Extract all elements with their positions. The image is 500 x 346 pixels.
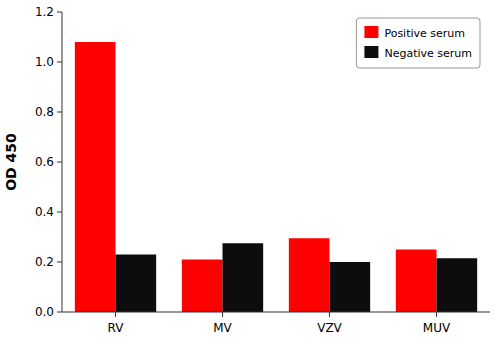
bar — [437, 258, 478, 312]
legend-swatch — [364, 46, 378, 58]
x-axis: RV MV VZV MUV — [108, 312, 451, 335]
chart-container: 0.0 0.2 0.4 0.6 0.8 1.0 1.2 OD 450 RV MV VZV MUV Pos… — [0, 0, 500, 346]
bar — [182, 260, 223, 313]
y-tick — [57, 12, 62, 13]
legend-label: Negative serum — [384, 47, 472, 60]
y-tick — [57, 262, 62, 263]
legend-swatch — [364, 26, 378, 38]
y-tick — [57, 162, 62, 163]
y-tick — [57, 62, 62, 63]
bars — [75, 42, 477, 312]
x-tick-label: MV — [213, 321, 232, 335]
y-tick-label: 0.2 — [35, 255, 54, 269]
x-tick-label: VZV — [317, 321, 342, 335]
legend-box — [356, 18, 480, 68]
x-tick — [329, 312, 330, 317]
chart: 0.0 0.2 0.4 0.6 0.8 1.0 1.2 OD 450 RV MV VZV MUV Pos… — [0, 0, 500, 346]
bar — [289, 238, 330, 312]
legend-label: Positive serum — [384, 27, 465, 40]
x-tick — [222, 312, 223, 317]
legend: Positive serum Negative serum — [356, 18, 480, 68]
bar — [330, 262, 371, 312]
y-axis-label: OD 450 — [3, 133, 19, 191]
bar — [396, 250, 437, 313]
bar — [116, 255, 157, 313]
y-axis: 0.0 0.2 0.4 0.6 0.8 1.0 1.2 — [35, 5, 62, 319]
y-tick-label: 0.8 — [35, 105, 54, 119]
y-tick-label: 0.0 — [35, 305, 54, 319]
y-tick-label: 0.6 — [35, 155, 54, 169]
x-tick-label: MUV — [423, 321, 451, 335]
y-tick — [57, 112, 62, 113]
x-tick — [436, 312, 437, 317]
y-tick-label: 1.0 — [35, 55, 54, 69]
y-tick — [57, 212, 62, 213]
bar — [223, 243, 264, 312]
y-tick-label: 1.2 — [35, 5, 54, 19]
x-axis-line — [62, 312, 490, 313]
x-tick-label: RV — [108, 321, 125, 335]
y-axis-line — [62, 12, 63, 312]
x-tick — [115, 312, 116, 317]
bar — [75, 42, 116, 312]
y-tick — [57, 312, 62, 313]
y-tick-label: 0.4 — [35, 205, 54, 219]
